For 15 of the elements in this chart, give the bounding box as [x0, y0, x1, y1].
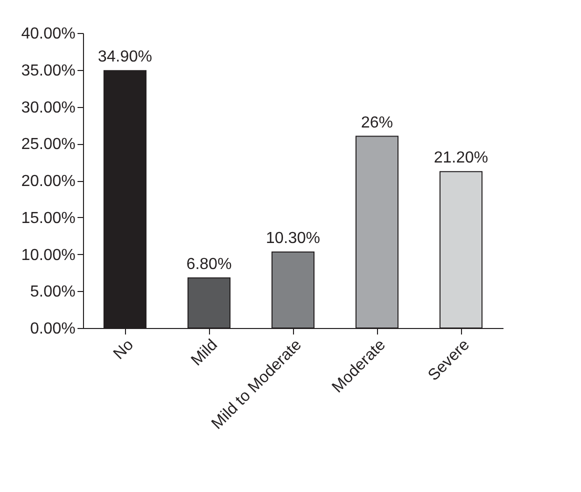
data-label: 6.80% [186, 256, 232, 273]
data-label: 21.20% [434, 150, 488, 167]
y-tick-label: 10.00% [21, 246, 76, 264]
y-tick-label: 30.00% [21, 99, 76, 116]
data-label: 26% [360, 114, 394, 132]
y-tick-label: 25.00% [21, 136, 76, 154]
y-tick-label: 40.00% [21, 26, 76, 42]
y-tick-label: 35.00% [21, 62, 76, 80]
y-tick-label: 15.00% [21, 210, 76, 227]
y-tick-label: 0.00% [30, 320, 76, 338]
x-tick-label: No [110, 336, 138, 363]
data-label: 10.30% [266, 230, 320, 248]
y-tick-label: 20.00% [21, 173, 76, 190]
y-tick-label: 5.00% [30, 284, 76, 301]
data-label: 34.90% [98, 48, 152, 66]
